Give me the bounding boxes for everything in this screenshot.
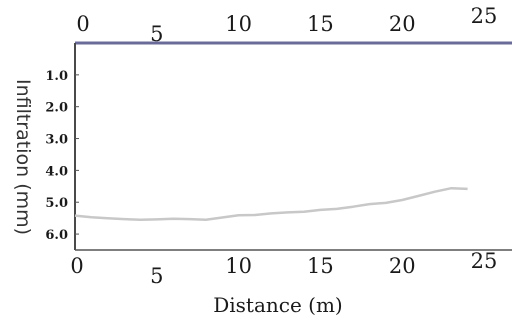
bottom-tick-label: 5 <box>150 264 163 288</box>
y-tick-label: 6.0 <box>45 228 68 243</box>
top-tick-label: 10 <box>225 12 252 36</box>
y-tick-label: 1.0 <box>45 69 68 84</box>
y-axis-label: Infiltration (mm) <box>12 79 34 235</box>
bottom-tick-label: 15 <box>307 254 334 278</box>
x-axis-label: Distance (m) <box>213 293 343 317</box>
bottom-tick-label: 20 <box>389 254 416 278</box>
top-tick-label: 5 <box>150 22 163 46</box>
top-tick-label: 0 <box>76 12 89 36</box>
plot-frame <box>74 41 512 251</box>
top-tick-label: 20 <box>389 12 416 36</box>
infiltration-series-line <box>74 186 468 221</box>
top-tick-label: 15 <box>307 12 334 36</box>
bottom-tick-label: 25 <box>471 249 498 273</box>
y-tick-labels: 1.0 2.0 3.0 4.0 5.0 6.0 <box>45 69 79 243</box>
top-tick-label: 25 <box>471 4 498 28</box>
y-tick-label: 4.0 <box>45 164 68 179</box>
bottom-tick-label: 0 <box>70 254 83 278</box>
y-tick-label: 3.0 <box>45 133 68 148</box>
top-tick-labels: 0 5 10 15 20 25 <box>76 4 497 46</box>
data-layer <box>74 186 468 221</box>
bottom-tick-label: 10 <box>225 254 252 278</box>
bottom-tick-labels: 0 5 10 15 20 25 <box>70 249 497 288</box>
y-tick-label: 2.0 <box>45 101 68 116</box>
y-tick-label: 5.0 <box>45 196 68 211</box>
